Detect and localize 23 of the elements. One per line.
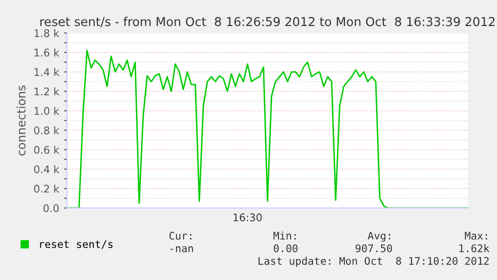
text: Cur: <box>169 232 192 240</box>
y-tick-label: 1.4 k <box>34 68 60 76</box>
text: 16:30 <box>234 213 262 222</box>
y-tick-label: 0.4 k <box>34 165 60 174</box>
text: 907.50 <box>356 244 392 252</box>
y-tick-label: 1.2 k <box>34 87 60 96</box>
text: 1.62k <box>459 244 490 252</box>
text: 0.00 <box>274 244 298 252</box>
text: -nan <box>170 246 193 252</box>
text: Max: <box>464 232 488 240</box>
y-tick-label: 0.2 k <box>34 184 60 193</box>
text: Last update: Mon Oct 8 17:10:20 2012 <box>258 256 489 267</box>
text: Avg: <box>368 232 390 242</box>
y-tick-label: 0.0 <box>43 204 59 212</box>
y-tick-label: 1.8 k <box>34 29 60 38</box>
y-tick-label: 0.6 k <box>34 146 60 154</box>
y-tick-label: 0.8 k <box>34 126 60 134</box>
y-tick-label: 1.6 k <box>34 48 60 57</box>
y-tick-label: 1.0 k <box>34 106 60 115</box>
y-axis-title: connections <box>16 85 26 156</box>
text: Min: <box>274 232 296 240</box>
chart-title: reset sent/s - from Mon Oct 8 16:26:59 2012 to Mon Oct 8 16:33:39 2012 <box>40 16 495 28</box>
legend-label: reset sent/s <box>40 240 113 249</box>
